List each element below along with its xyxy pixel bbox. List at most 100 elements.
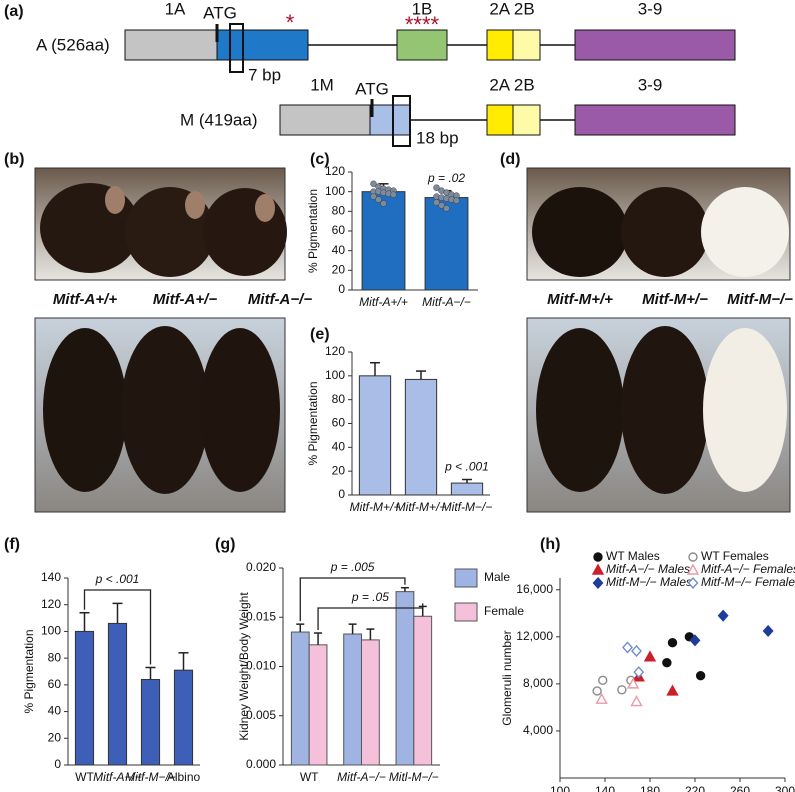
mouse: [532, 187, 628, 277]
deletion-box: [229, 23, 244, 73]
x-tick-label: 100: [550, 784, 570, 792]
ear: [255, 194, 275, 222]
error-bar: [112, 602, 123, 624]
point: [631, 644, 642, 657]
x-tick-label: Mitf-A−/−: [93, 770, 142, 784]
atg-label: ATG: [203, 3, 237, 22]
x-tick-label: Albino: [167, 770, 201, 784]
error-bar: [314, 632, 323, 645]
legend-marker: [591, 563, 605, 575]
error-bar: [79, 611, 90, 632]
photo-panel-b: (b): [4, 151, 287, 513]
mouse: [43, 328, 127, 492]
genotype-label: Mitf-A−/−: [248, 291, 312, 308]
data-point: [380, 200, 387, 207]
annotation: p < .001: [95, 572, 140, 586]
point: [717, 609, 729, 622]
panel-label: (c): [310, 151, 330, 168]
exon-label: 3-9: [638, 75, 663, 94]
annotation: p = .05: [351, 590, 389, 604]
data-point: [433, 184, 440, 191]
error-bar: [348, 623, 357, 634]
legend-marker: [592, 576, 604, 590]
x-tick-label: Mitl-M−/−: [389, 770, 439, 784]
mouse: [703, 328, 787, 492]
mouse: [40, 183, 140, 273]
data-point: [370, 180, 377, 188]
y-tick-label: 100: [41, 624, 61, 638]
error-bar: [366, 628, 375, 640]
genotype-label: Mitf-A+/+: [53, 291, 117, 308]
point: [630, 695, 643, 707]
deletion-label: 18 bp: [416, 128, 459, 147]
deletion-label: 7 bp: [248, 65, 281, 84]
exon: [396, 29, 448, 61]
point: [662, 658, 672, 668]
bar: [450, 482, 484, 496]
mouse: [536, 328, 624, 492]
mouse: [621, 187, 709, 277]
legend-swatch: [454, 602, 478, 622]
legend-swatch: [454, 568, 478, 588]
y-axis-label: % Pigmentation: [306, 381, 320, 465]
bar: [395, 591, 415, 766]
error-bar: [416, 370, 426, 380]
error-bar: [462, 478, 472, 484]
x-tick-label: 220: [685, 784, 705, 792]
gene-diagram: (a) 1A ATG * 1B **** 2A 2B 3-9 A (526aa)…: [4, 0, 736, 147]
exon-label: 1M: [310, 75, 334, 94]
bar: [107, 622, 128, 766]
point: [762, 624, 774, 637]
y-tick-label: 20: [332, 263, 346, 277]
panel-label: (d): [500, 151, 520, 168]
y-tick-label: 16,000: [516, 582, 553, 596]
y-tick-label: 4,000: [523, 723, 553, 737]
genotype-label: Mitf-M+/−: [642, 291, 708, 308]
data-point: [433, 199, 440, 206]
mouse: [121, 326, 209, 494]
y-tick-label: 0.000: [246, 757, 276, 771]
bar: [74, 630, 95, 766]
x-tick-label: WT: [75, 770, 94, 784]
mouse: [701, 187, 789, 277]
bar: [343, 633, 362, 766]
genotype-label: Mitf-A+/−: [153, 291, 217, 308]
atg-label: ATG: [355, 79, 389, 98]
y-tick-label: 12,000: [516, 629, 553, 643]
point: [595, 692, 608, 704]
y-tick-label: 0.005: [246, 708, 276, 722]
x-tick-label: Mitf-M+/−: [396, 500, 447, 514]
exon: [512, 104, 541, 136]
significance-bracket: [299, 577, 406, 622]
data-point: [453, 197, 460, 204]
exon: [486, 29, 514, 61]
y-tick-label: 140: [41, 570, 61, 584]
exon: [124, 29, 218, 61]
point: [689, 634, 701, 647]
exon: [512, 29, 541, 61]
x-tick-label: Mitf-M−/−: [442, 500, 493, 514]
bar: [413, 615, 433, 766]
significance-bracket: [83, 589, 152, 665]
x-tick-label: 180: [640, 784, 660, 792]
y-tick-label: 0: [338, 282, 345, 296]
exon: [574, 29, 736, 61]
annotation: p < .001: [444, 460, 489, 474]
data-point: [443, 205, 450, 212]
panel-label: (g): [215, 536, 235, 553]
panel-label: (h): [540, 536, 560, 553]
annotation: p = .02: [427, 171, 465, 185]
genotype-label: Mitf-M−/−: [727, 291, 793, 308]
y-tick-label: 120: [325, 344, 345, 358]
y-tick-label: 8,000: [523, 676, 553, 690]
y-tick-label: 60: [48, 677, 62, 691]
y-axis-label: % Pigmentation: [306, 189, 320, 273]
y-axis-label: % Pigmentation: [22, 629, 36, 713]
legend-label: Mitf-A−/− Females: [701, 562, 795, 576]
isoform-name: A (526aa): [36, 35, 110, 54]
point: [592, 686, 602, 696]
point: [617, 685, 627, 695]
bar: [424, 197, 469, 291]
bar: [404, 378, 438, 496]
